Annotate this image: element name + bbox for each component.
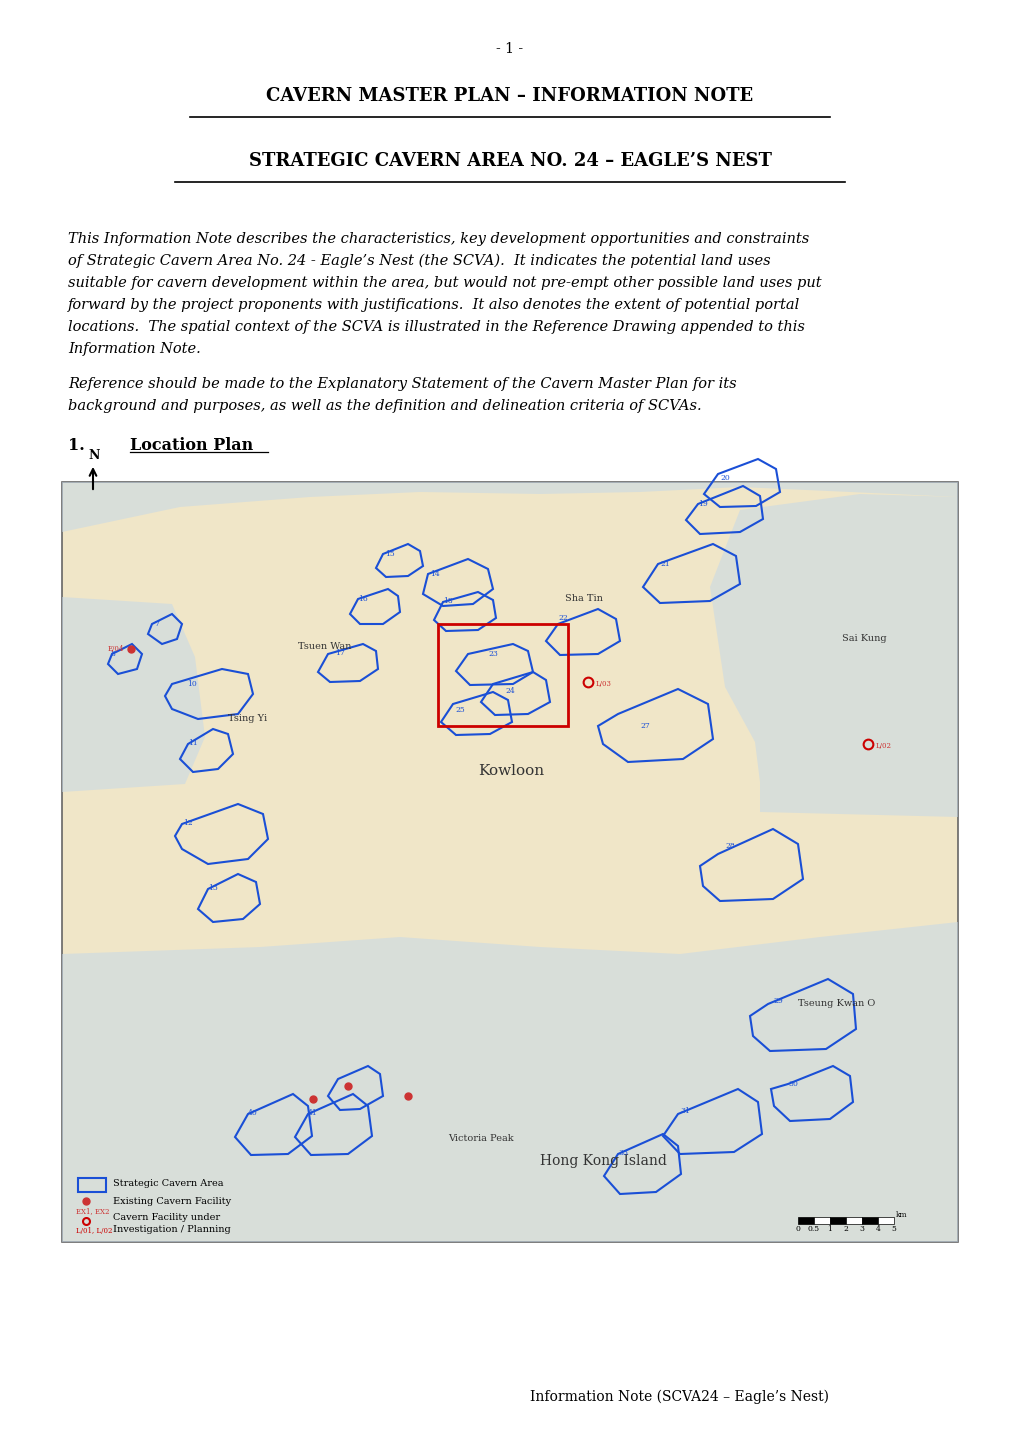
Text: 1: 1 <box>826 1226 832 1233</box>
Text: Tsuen Wan: Tsuen Wan <box>298 642 351 650</box>
Polygon shape <box>62 482 957 532</box>
Text: 20: 20 <box>719 474 730 482</box>
Text: 10: 10 <box>186 681 197 688</box>
Text: Reference should be made to the Explanatory Statement of the Cavern Master Plan : Reference should be made to the Explanat… <box>68 376 736 391</box>
Text: 4: 4 <box>874 1226 879 1233</box>
Text: Strategic Cavern Area: Strategic Cavern Area <box>113 1180 223 1188</box>
Text: 21: 21 <box>659 559 669 568</box>
Text: 11: 11 <box>187 738 198 747</box>
Text: 28: 28 <box>725 842 734 849</box>
Bar <box>437 624 568 725</box>
Text: locations.  The spatial context of the SCVA is illustrated in the Reference Draw: locations. The spatial context of the SC… <box>68 320 804 335</box>
Text: CAVERN MASTER PLAN – INFORMATION NOTE: CAVERN MASTER PLAN – INFORMATION NOTE <box>266 87 753 105</box>
Text: 27: 27 <box>640 722 649 730</box>
Text: 40: 40 <box>248 1109 258 1118</box>
Text: N: N <box>89 448 100 461</box>
Text: 17: 17 <box>335 649 344 658</box>
Text: 8: 8 <box>110 650 115 658</box>
Text: 5: 5 <box>891 1226 896 1233</box>
Text: 0: 0 <box>795 1226 800 1233</box>
Text: STRATEGIC CAVERN AREA NO. 24 – EAGLE’S NEST: STRATEGIC CAVERN AREA NO. 24 – EAGLE’S N… <box>249 151 770 170</box>
Text: Information Note (SCVA24 – Eagle’s Nest): Information Note (SCVA24 – Eagle’s Nest) <box>530 1390 828 1405</box>
Text: forward by the project proponents with justifications.  It also denotes the exte: forward by the project proponents with j… <box>68 298 800 311</box>
Bar <box>861 1217 877 1224</box>
Polygon shape <box>62 597 205 792</box>
Text: 23: 23 <box>487 650 497 658</box>
Text: km: km <box>896 1211 907 1218</box>
Bar <box>877 1217 893 1224</box>
Text: Information Note.: Information Note. <box>68 342 201 356</box>
Text: Victoria Peak: Victoria Peak <box>447 1133 514 1144</box>
Text: EX1, EX2: EX1, EX2 <box>76 1207 109 1216</box>
Text: - 1 -: - 1 - <box>496 42 523 56</box>
Text: 31: 31 <box>680 1107 689 1115</box>
Polygon shape <box>62 921 957 1242</box>
Polygon shape <box>709 495 957 818</box>
Text: 1.: 1. <box>68 437 85 454</box>
Bar <box>797 1217 813 1224</box>
Bar <box>77 1178 106 1193</box>
Text: 30: 30 <box>788 1080 797 1089</box>
Text: Tsing Yi: Tsing Yi <box>228 714 267 722</box>
Text: 24: 24 <box>504 686 515 695</box>
Text: 14: 14 <box>430 570 439 578</box>
Text: E/04: E/04 <box>108 645 124 653</box>
Bar <box>845 1217 861 1224</box>
Text: 22: 22 <box>557 614 568 622</box>
Text: Tseung Kwan O: Tseung Kwan O <box>797 999 874 1008</box>
Bar <box>829 1217 845 1224</box>
Text: Investigation / Planning: Investigation / Planning <box>113 1224 230 1233</box>
Text: 33: 33 <box>618 1149 628 1156</box>
Text: background and purposes, as well as the definition and delineation criteria of S: background and purposes, as well as the … <box>68 399 701 412</box>
Text: Hong Kong Island: Hong Kong Island <box>539 1154 666 1168</box>
Text: L/03: L/03 <box>595 681 611 688</box>
Text: This Information Note describes the characteristics, key development opportuniti: This Information Note describes the char… <box>68 232 808 247</box>
Text: 12: 12 <box>183 819 193 828</box>
Text: 41: 41 <box>308 1109 318 1118</box>
Text: L/01, L/02: L/01, L/02 <box>76 1227 112 1234</box>
Text: 2: 2 <box>843 1226 848 1233</box>
Text: 18: 18 <box>442 597 452 606</box>
Text: 15: 15 <box>385 549 394 558</box>
Bar <box>813 1217 829 1224</box>
Text: Kowloon: Kowloon <box>478 764 543 779</box>
Text: L/02: L/02 <box>875 743 892 750</box>
Text: Location Plan: Location Plan <box>129 437 253 454</box>
Text: 7: 7 <box>155 620 159 629</box>
Text: 3: 3 <box>859 1226 864 1233</box>
Text: 13: 13 <box>208 884 218 893</box>
Text: 25: 25 <box>454 707 465 714</box>
Text: of Strategic Cavern Area No. 24 - Eagle’s Nest (the SCVA).  It indicates the pot: of Strategic Cavern Area No. 24 - Eagle’… <box>68 254 770 268</box>
Text: 0.5: 0.5 <box>807 1226 819 1233</box>
Text: 16: 16 <box>358 596 368 603</box>
Text: 19: 19 <box>697 500 707 508</box>
Text: Cavern Facility under: Cavern Facility under <box>113 1213 220 1221</box>
Text: Sai Kung: Sai Kung <box>841 634 886 643</box>
Bar <box>62 482 957 1242</box>
Text: 29: 29 <box>772 996 783 1005</box>
Text: Sha Tin: Sha Tin <box>565 594 602 603</box>
Text: Existing Cavern Facility: Existing Cavern Facility <box>113 1197 231 1206</box>
Text: suitable for cavern development within the area, but would not pre-empt other po: suitable for cavern development within t… <box>68 275 821 290</box>
